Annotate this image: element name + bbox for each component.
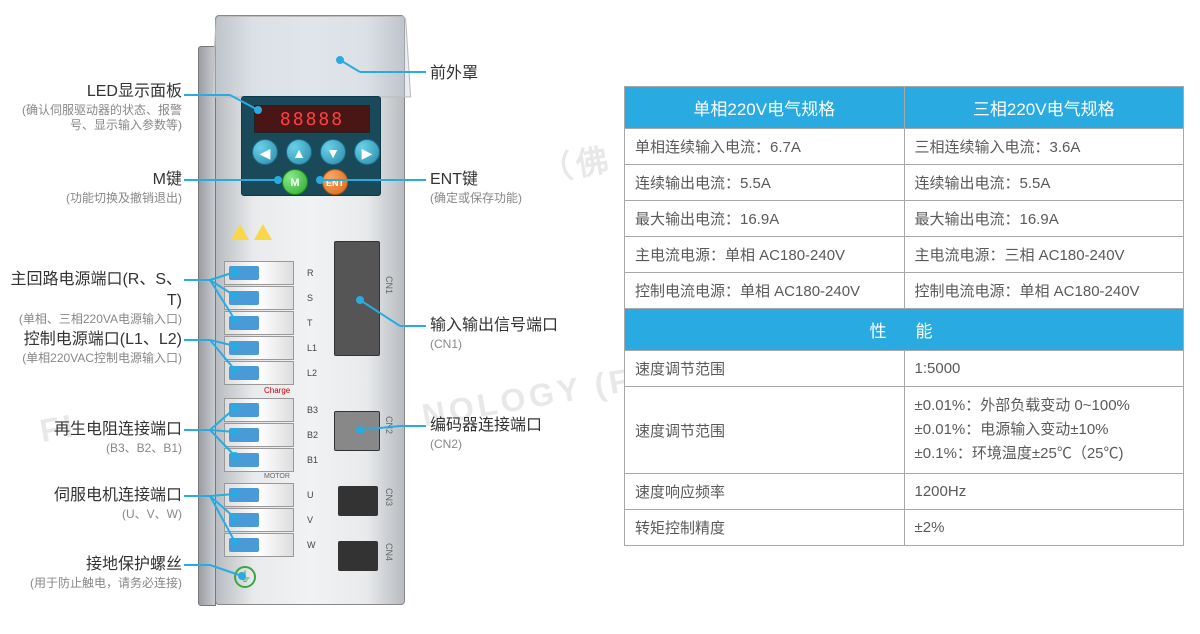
- terminal-v[interactable]: V: [224, 508, 294, 532]
- terminal-b2[interactable]: B2: [224, 423, 294, 447]
- table-cell: 连续输出电流：5.5A: [625, 165, 905, 201]
- terminal-b1[interactable]: B1: [224, 448, 294, 472]
- device-heatsink: [198, 46, 216, 606]
- table-cell: ±0.01%：外部负载变动 0~100% ±0.01%：电源输入变动±10% ±…: [904, 387, 1184, 474]
- table-cell: 连续输出电流：5.5A: [904, 165, 1184, 201]
- motor-label: MOTOR: [224, 473, 294, 483]
- callout-main-power: 主回路电源端口(R、S、T) (单相、三相220VA电源输入口): [0, 270, 182, 327]
- control-panel: 88888 ◀ ▲ ▼ ▶ M ENT: [241, 96, 381, 196]
- table-cell: 控制电流电源：单相 AC180-240V: [904, 273, 1184, 309]
- callout-ground: 接地保护螺丝 (用于防止触电，请务必连接): [0, 555, 182, 591]
- table-cell: ±2%: [904, 510, 1184, 546]
- cn2-label: CN2: [384, 416, 394, 434]
- callout-cn1: 输入输出信号端口 (CN1): [430, 316, 558, 352]
- table-cell: 单相连续输入电流：6.7A: [625, 129, 905, 165]
- table-cell: 转矩控制精度: [625, 510, 905, 546]
- charge-label: Charge: [224, 386, 294, 398]
- spec-tables: 单相220V电气规格 三相220V电气规格 单相连续输入电流：6.7A三相连续输…: [624, 86, 1184, 546]
- up-arrow-button[interactable]: ▲: [286, 139, 312, 165]
- m-button[interactable]: M: [282, 169, 308, 195]
- callout-m-key: M键 (功能切换及撤销退出): [0, 170, 182, 206]
- device-diagram: 88888 ◀ ▲ ▼ ▶ M ENT R S T L1 L2 Charge B…: [0, 0, 620, 634]
- callout-regen: 再生电阻连接端口 (B3、B2、B1): [0, 420, 182, 456]
- callout-cn2: 编码器连接端口 (CN2): [430, 416, 542, 452]
- right-arrow-button[interactable]: ▶: [354, 139, 380, 165]
- table-cell: 最大输出电流：16.9A: [904, 201, 1184, 237]
- table-cell: 速度调节范围: [625, 351, 905, 387]
- arrow-buttons: ◀ ▲ ▼ ▶: [252, 139, 380, 165]
- cn1-port[interactable]: [334, 241, 380, 356]
- warning-icon: [231, 224, 249, 240]
- function-buttons: M ENT: [282, 169, 348, 195]
- terminal-w[interactable]: W: [224, 533, 294, 557]
- terminal-l2[interactable]: L2: [224, 361, 294, 385]
- front-cover: [211, 16, 411, 97]
- table-cell: 控制电流电源：单相 AC180-240V: [625, 273, 905, 309]
- ground-screw[interactable]: ⏚: [234, 566, 256, 588]
- terminal-block: R S T L1 L2 Charge B3 B2 B1 MOTOR U V W: [224, 261, 294, 558]
- cn2-port[interactable]: [334, 411, 380, 451]
- terminal-u[interactable]: U: [224, 483, 294, 507]
- table-cell: 1200Hz: [904, 474, 1184, 510]
- cn3-port[interactable]: [338, 486, 378, 516]
- callout-cover: 前外罩: [430, 64, 478, 85]
- led-display: 88888: [254, 105, 370, 133]
- table-cell: 1:5000: [904, 351, 1184, 387]
- perf-header: 性 能: [625, 309, 1184, 351]
- left-arrow-button[interactable]: ◀: [252, 139, 278, 165]
- table-cell: 三相连续输入电流：3.6A: [904, 129, 1184, 165]
- spec-header-single: 单相220V电气规格: [625, 87, 905, 129]
- warning-icon: [254, 224, 272, 240]
- ent-button[interactable]: ENT: [322, 169, 348, 195]
- callout-led: LED显示面板 (确认伺服驱动器的状态、报警号、显示输入参数等): [0, 82, 182, 134]
- spec-header-three: 三相220V电气规格: [904, 87, 1184, 129]
- table-cell: 最大输出电流：16.9A: [625, 201, 905, 237]
- down-arrow-button[interactable]: ▼: [320, 139, 346, 165]
- callout-servo: 伺服电机连接端口 (U、V、W): [0, 486, 182, 522]
- cn4-port[interactable]: [338, 541, 378, 571]
- cn1-label: CN1: [384, 276, 394, 294]
- terminal-t[interactable]: T: [224, 311, 294, 335]
- table-cell: 速度调节范围: [625, 387, 905, 474]
- callout-ent-key: ENT键 (确定或保存功能): [430, 170, 522, 206]
- table-cell: 主电流电源：三相 AC180-240V: [904, 237, 1184, 273]
- device-body: 88888 ◀ ▲ ▼ ▶ M ENT R S T L1 L2 Charge B…: [215, 15, 405, 605]
- electrical-spec-table: 单相220V电气规格 三相220V电气规格 单相连续输入电流：6.7A三相连续输…: [624, 86, 1184, 546]
- cn4-label: CN4: [384, 543, 394, 561]
- cn3-label: CN3: [384, 488, 394, 506]
- callout-ctrl-power: 控制电源端口(L1、L2) (单相220VAC控制电源输入口): [0, 330, 182, 366]
- terminal-r[interactable]: R: [224, 261, 294, 285]
- terminal-l1[interactable]: L1: [224, 336, 294, 360]
- table-cell: 速度响应频率: [625, 474, 905, 510]
- table-cell: 主电流电源：单相 AC180-240V: [625, 237, 905, 273]
- terminal-b3[interactable]: B3: [224, 398, 294, 422]
- terminal-s[interactable]: S: [224, 286, 294, 310]
